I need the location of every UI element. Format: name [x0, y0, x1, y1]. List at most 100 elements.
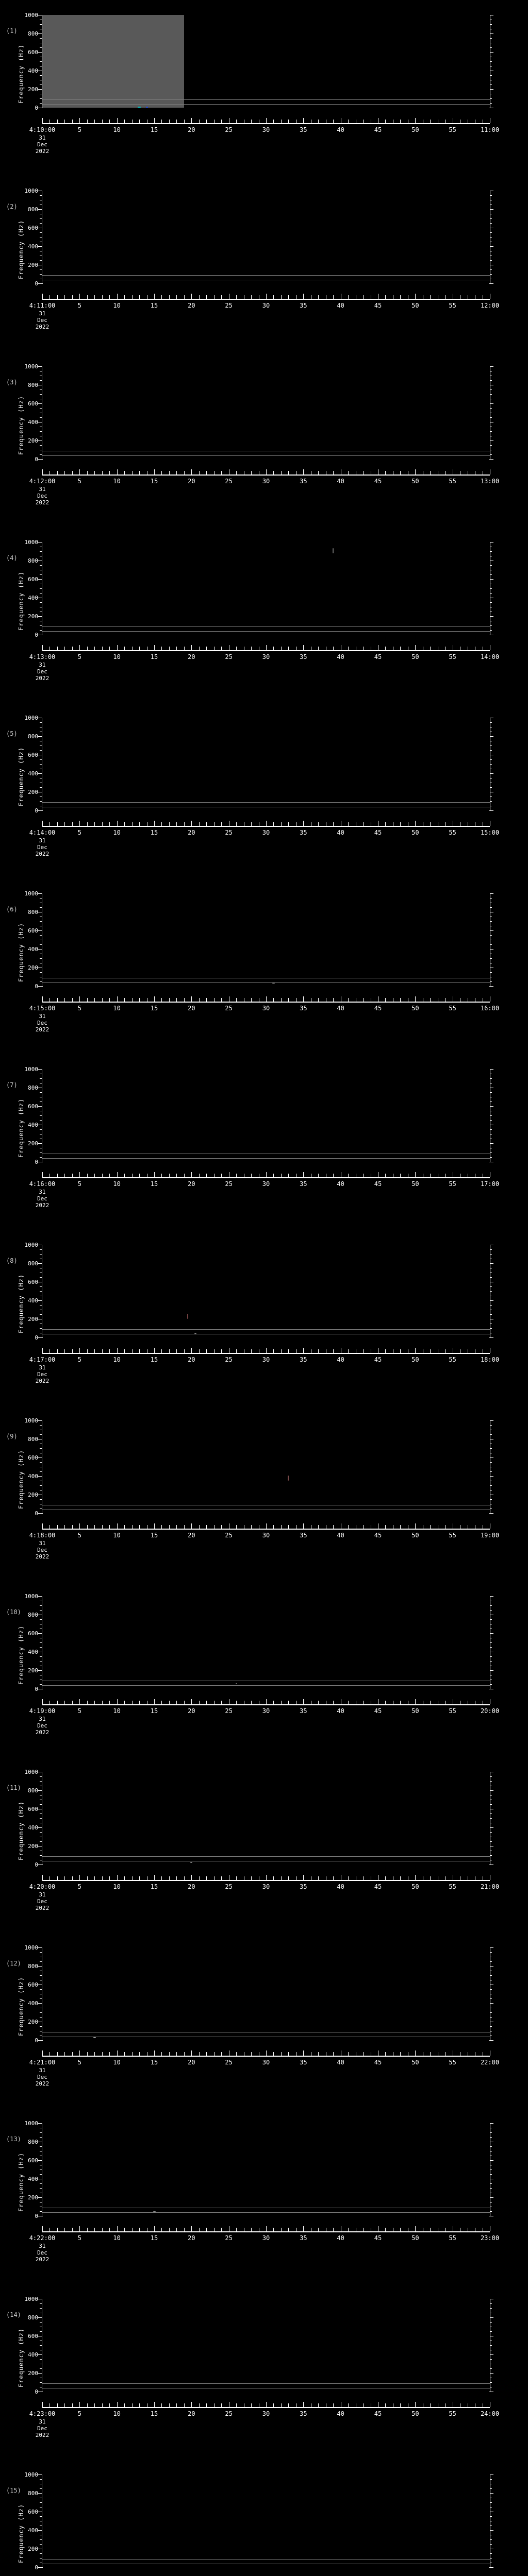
- x-axis-minor-tick: [64, 1701, 65, 1704]
- x-axis-minor-tick: [64, 2403, 65, 2407]
- y-axis-tick-label: 800: [28, 557, 38, 564]
- x-axis-minor-tick: [206, 1525, 207, 1529]
- y-axis-minor-tick-right: [489, 195, 492, 196]
- x-axis-minor-tick: [87, 1349, 88, 1353]
- x-axis-minor-tick: [430, 1174, 431, 1177]
- x-axis-minor-tick: [57, 295, 58, 299]
- y-axis-minor-tick: [40, 2345, 42, 2346]
- x-axis-minor-tick: [348, 120, 349, 123]
- y-axis-minor-tick-right: [489, 1975, 492, 1976]
- x-axis-minor-tick: [400, 2052, 401, 2056]
- y-axis-minor-tick-right: [489, 551, 492, 552]
- x-axis-minor-tick: [385, 2403, 386, 2407]
- x-axis-tick-label: 15: [150, 302, 158, 309]
- date-line: 31: [39, 1716, 46, 1722]
- y-axis-minor-tick-right: [489, 958, 492, 959]
- y-axis-tick-label: 200: [28, 1667, 38, 1674]
- x-axis-minor-tick: [348, 2228, 349, 2231]
- x-axis-minor-tick: [184, 2052, 185, 2056]
- x-axis-major-tick: [415, 645, 416, 650]
- x-axis-minor-tick: [87, 647, 88, 650]
- x-axis-minor-tick: [348, 1525, 349, 1529]
- y-axis-tick-label: 1000: [24, 890, 39, 897]
- x-axis-minor-tick: [333, 1876, 334, 1880]
- x-axis-minor-tick: [445, 295, 446, 299]
- y-axis-minor-tick-right: [489, 269, 492, 270]
- x-axis-minor-tick: [221, 2403, 222, 2407]
- x-axis-minor-tick: [124, 295, 125, 299]
- reference-line: [42, 982, 490, 983]
- x-axis-minor-tick: [348, 471, 349, 474]
- y-axis-tick-label: 1000: [24, 1417, 39, 1424]
- x-axis-minor-tick: [280, 1349, 282, 1353]
- x-axis-tick-label: 40: [337, 478, 344, 485]
- x-axis-minor-tick: [288, 1876, 289, 1880]
- x-axis-minor-tick: [363, 471, 364, 474]
- x-axis-tick-label: 10: [113, 829, 121, 836]
- y-axis-minor-tick: [40, 759, 42, 760]
- y-axis-minor-tick-right: [489, 380, 492, 381]
- y-axis-minor-tick-right: [489, 2174, 492, 2175]
- date-line: 2022: [35, 675, 50, 682]
- x-axis-minor-tick: [169, 1525, 170, 1529]
- x-axis-tick-label: 15: [150, 1883, 158, 1890]
- x-axis-minor-tick: [131, 1701, 133, 1704]
- x-axis-minor-tick: [288, 1525, 289, 1529]
- x-axis-minor-tick: [184, 471, 185, 474]
- x-axis-major-tick: [415, 1875, 416, 1880]
- plot-area: [42, 191, 490, 283]
- x-axis-tick-label: 5: [77, 2059, 81, 2066]
- x-axis-start-label: 4:14:00: [29, 829, 56, 836]
- y-axis-minor-tick-right: [489, 2479, 492, 2480]
- x-axis-minor-tick: [184, 1701, 185, 1704]
- x-axis-minor-tick: [221, 2052, 222, 2056]
- x-axis-minor-tick: [109, 822, 110, 826]
- x-axis-minor-tick: [206, 1174, 207, 1177]
- x-axis-minor-tick: [64, 1525, 65, 1529]
- y-axis-tick-right: [489, 810, 493, 811]
- x-axis-tick-label: 10: [113, 1180, 121, 1188]
- x-axis-tick-label: 55: [449, 1180, 456, 1188]
- x-axis-start-label: 4:13:00: [29, 653, 56, 660]
- x-axis-minor-tick: [400, 1876, 401, 1880]
- x-axis-major-tick: [154, 1875, 155, 1880]
- x-axis-minor-tick: [161, 822, 162, 826]
- x-axis-minor-tick: [57, 2403, 58, 2407]
- x-axis-tick-label: 25: [225, 2059, 233, 2066]
- y-axis-minor-tick: [40, 223, 42, 224]
- panel-number-label: (11): [6, 1784, 21, 1791]
- x-axis-minor-tick: [131, 1174, 133, 1177]
- panel-number-label: (7): [6, 1081, 18, 1089]
- x-axis-minor-tick: [206, 120, 207, 123]
- y-axis-tick-label: 0: [35, 983, 38, 990]
- x-axis-major-tick: [266, 1348, 267, 1353]
- x-axis-minor-tick: [236, 295, 237, 299]
- x-axis-minor-tick: [124, 2228, 125, 2231]
- x-axis-minor-tick: [102, 1525, 103, 1529]
- x-axis-minor-tick: [288, 822, 289, 826]
- y-axis-tick-label: 600: [28, 225, 38, 231]
- x-axis-minor-tick: [139, 120, 140, 123]
- y-axis-tick-label: 600: [28, 2509, 38, 2515]
- x-axis-tick-label: 35: [300, 1356, 307, 1363]
- x-axis-minor-tick: [87, 998, 88, 1002]
- x-axis-tick-label: 45: [374, 1356, 382, 1363]
- y-axis-minor-tick: [40, 1998, 42, 1999]
- y-axis-tick-right: [489, 542, 493, 543]
- x-axis-minor-tick: [184, 647, 185, 650]
- x-axis-tick-label: 25: [225, 1707, 233, 1715]
- x-axis-minor-tick: [72, 2052, 73, 2056]
- y-axis-tick: [38, 1300, 42, 1301]
- y-axis-minor-tick-right: [489, 1434, 492, 1435]
- y-axis-minor-tick: [40, 1471, 42, 1472]
- y-axis-tick-label: 400: [28, 243, 38, 250]
- y-axis-minor-tick: [40, 417, 42, 418]
- x-axis-major-tick: [117, 294, 118, 299]
- y-axis-minor-tick: [40, 1286, 42, 1287]
- x-axis-minor-tick: [273, 647, 274, 650]
- panel-number-label: (3): [6, 379, 18, 386]
- x-axis-major-tick: [79, 821, 80, 826]
- y-axis-minor-tick: [40, 2017, 42, 2018]
- x-axis-tick-label: 40: [337, 1180, 344, 1188]
- y-axis-minor-tick-right: [489, 1855, 492, 1856]
